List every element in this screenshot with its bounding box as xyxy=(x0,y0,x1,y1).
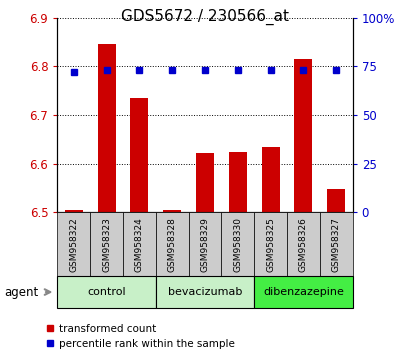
Bar xyxy=(163,210,181,212)
Bar xyxy=(221,212,254,276)
Text: GSM958325: GSM958325 xyxy=(265,217,274,272)
Text: GSM958326: GSM958326 xyxy=(298,217,307,272)
Bar xyxy=(254,276,352,308)
Bar xyxy=(254,212,286,276)
Legend: transformed count, percentile rank within the sample: transformed count, percentile rank withi… xyxy=(46,324,234,349)
Text: GSM958322: GSM958322 xyxy=(69,217,78,272)
Text: agent: agent xyxy=(4,286,38,298)
Bar xyxy=(57,212,90,276)
Bar xyxy=(319,212,352,276)
Text: GDS5672 / 230566_at: GDS5672 / 230566_at xyxy=(121,9,288,25)
Bar xyxy=(57,276,155,308)
Bar xyxy=(65,210,83,212)
Text: GSM958328: GSM958328 xyxy=(167,217,176,272)
Text: GSM958330: GSM958330 xyxy=(233,217,242,272)
Bar xyxy=(97,45,115,212)
Bar xyxy=(155,276,254,308)
Text: GSM958327: GSM958327 xyxy=(331,217,340,272)
Bar xyxy=(228,152,246,212)
Bar xyxy=(90,212,123,276)
Text: bevacizumab: bevacizumab xyxy=(167,287,242,297)
Text: dibenzazepine: dibenzazepine xyxy=(262,287,343,297)
Text: GSM958324: GSM958324 xyxy=(135,217,144,272)
Bar xyxy=(294,59,312,212)
Text: control: control xyxy=(87,287,126,297)
Bar xyxy=(196,153,213,212)
Text: GSM958329: GSM958329 xyxy=(200,217,209,272)
Bar xyxy=(261,147,279,212)
Bar xyxy=(123,212,155,276)
Bar xyxy=(286,212,319,276)
Text: GSM958323: GSM958323 xyxy=(102,217,111,272)
Bar xyxy=(326,189,344,212)
Bar xyxy=(130,98,148,212)
Bar xyxy=(155,212,188,276)
Bar xyxy=(188,212,221,276)
